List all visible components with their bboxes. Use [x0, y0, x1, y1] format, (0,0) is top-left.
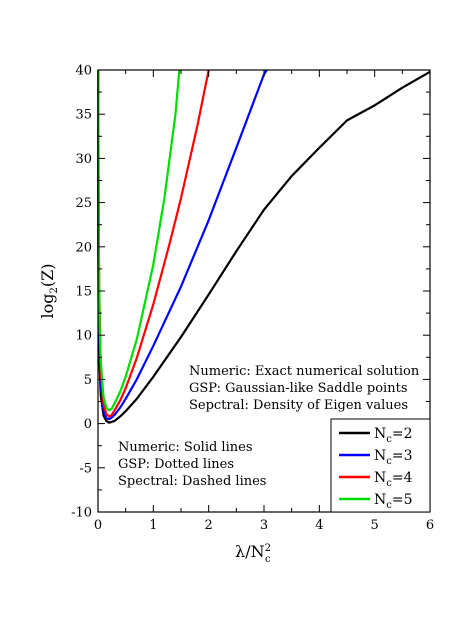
series-line-n-5-dotted — [97, 69, 180, 411]
series-line-n-2-dotted — [97, 70, 431, 424]
line-style-notes: Numeric: Solid lines GSP: Dotted lines S… — [118, 440, 266, 489]
method-notes: Numeric: Exact numerical solution GSP: G… — [189, 364, 420, 413]
x-axis-title: λ/N2 c — [235, 542, 271, 565]
y-tick-label: 35 — [75, 108, 92, 123]
legend-label-sub: c — [386, 456, 392, 467]
legend-items: Nc=2Nc=3Nc=4Nc=5 — [339, 426, 413, 511]
x-tick-label: 5 — [371, 518, 379, 533]
y-axis-title-rest: (Z) — [38, 264, 57, 288]
legend-label-main: N — [374, 426, 386, 442]
legend-label: Nc=4 — [374, 470, 413, 489]
legend-label: Nc=5 — [374, 492, 413, 511]
y-tick-label: -10 — [71, 506, 92, 521]
y-tick-label: 25 — [75, 196, 92, 211]
x-axis-title-main: λ/N — [235, 542, 265, 561]
line-style-note-2: GSP: Dotted lines — [118, 457, 234, 472]
method-note-1: Numeric: Exact numerical solution — [189, 364, 420, 379]
series-layer — [97, 69, 431, 424]
x-tick-label: 1 — [149, 518, 157, 533]
legend-label-sub: c — [386, 478, 392, 489]
y-tick-label: 30 — [75, 152, 92, 167]
y-axis-title: log2(Z) — [38, 264, 60, 319]
line-style-note-3: Spectral: Dashed lines — [118, 474, 266, 489]
line-style-note-1: Numeric: Solid lines — [118, 440, 253, 455]
legend-label: Nc=3 — [374, 448, 413, 467]
legend-box — [330, 418, 431, 513]
y-tick-label: 20 — [75, 240, 92, 255]
legend-label-sub: c — [386, 500, 392, 511]
y-axis-title-main: log — [38, 293, 57, 318]
y-tick-label: 15 — [75, 285, 92, 300]
y-tick-label: -5 — [79, 461, 92, 476]
series-line-n-5-dashed — [97, 69, 180, 411]
legend-label-sub: c — [386, 434, 392, 445]
legend: Nc=2Nc=3Nc=4Nc=5 — [330, 418, 431, 513]
x-tick-label: 3 — [260, 518, 268, 533]
x-tick-label: 2 — [205, 518, 213, 533]
legend-label-rest: =3 — [392, 448, 413, 464]
y-tick-label: 10 — [75, 329, 92, 344]
legend-label-main: N — [374, 448, 386, 464]
legend-label-rest: =5 — [392, 492, 413, 508]
series-line-n-5-solid — [97, 69, 181, 412]
legend-label-rest: =2 — [392, 426, 413, 442]
legend-label: Nc=2 — [374, 426, 413, 445]
legend-label-main: N — [374, 470, 386, 486]
y-tick-label: 0 — [84, 417, 92, 432]
y-tick-label: 5 — [84, 373, 92, 388]
y-axis-title-sub: 2 — [49, 287, 60, 293]
method-note-2: GSP: Gaussian-like Saddle points — [189, 381, 408, 396]
x-axis-title-sub: c — [265, 554, 271, 565]
x-tick-label: 6 — [426, 518, 434, 533]
x-tick-label: 0 — [94, 518, 102, 533]
method-note-3: Sepctral: Density of Eigen values — [189, 398, 408, 413]
x-tick-label: 4 — [315, 518, 323, 533]
ticks-layer: 0 1 2 3 4 5 6 -10 -5 0 5 10 15 20 25 30 35 40 — [71, 64, 434, 534]
x-axis-title-sup: 2 — [265, 543, 271, 554]
legend-label-main: N — [374, 492, 386, 508]
y-tick-label: 40 — [75, 64, 92, 79]
legend-label-rest: =4 — [392, 470, 413, 486]
